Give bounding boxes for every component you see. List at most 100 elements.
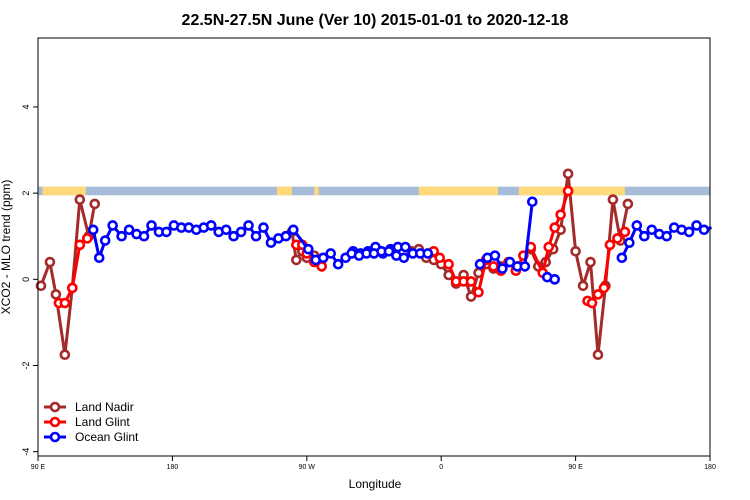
data-point bbox=[291, 254, 302, 266]
data-point bbox=[619, 226, 631, 238]
data-point bbox=[288, 224, 299, 236]
data-point bbox=[99, 235, 111, 246]
x-axis-label: Longitude bbox=[349, 477, 402, 491]
data-point bbox=[489, 250, 501, 261]
data-point bbox=[302, 243, 314, 255]
y-tick-label: -4 bbox=[21, 448, 31, 456]
data-point bbox=[562, 168, 574, 180]
data-point bbox=[504, 256, 516, 268]
data-point bbox=[280, 230, 292, 242]
data-point bbox=[87, 224, 99, 236]
y-axis: -4 -2 0 2 4 bbox=[21, 104, 38, 456]
data-point bbox=[434, 252, 446, 264]
land-strip-segment-1 bbox=[276, 186, 292, 196]
data-point bbox=[35, 280, 47, 292]
data-point bbox=[422, 248, 434, 259]
y-tick-label: 4 bbox=[21, 104, 31, 109]
data-point bbox=[638, 230, 650, 242]
x-tick-label: 90 E bbox=[568, 464, 583, 471]
data-point bbox=[624, 237, 635, 248]
data-point bbox=[59, 297, 71, 309]
data-point bbox=[549, 274, 560, 285]
data-point bbox=[89, 198, 101, 210]
data-point bbox=[592, 289, 604, 300]
data-point bbox=[243, 220, 254, 231]
data-point bbox=[400, 241, 411, 253]
data-point bbox=[543, 241, 555, 253]
data-point bbox=[683, 226, 695, 238]
data-point bbox=[526, 196, 538, 208]
data-point bbox=[93, 252, 105, 264]
data-point bbox=[488, 261, 499, 272]
legend-marker bbox=[49, 401, 61, 413]
data-point bbox=[258, 222, 269, 233]
x-axis: 90 E 180 90 W 0 90 E 180 bbox=[31, 456, 716, 471]
series-land-glint bbox=[53, 185, 631, 309]
data-point bbox=[474, 258, 486, 270]
y-tick-label: -2 bbox=[21, 361, 31, 369]
data-point bbox=[622, 198, 634, 210]
data-point bbox=[161, 226, 172, 238]
legend-label: Land Nadir bbox=[75, 400, 134, 414]
x-tick-label: 90 E bbox=[31, 464, 46, 471]
data-point bbox=[123, 224, 135, 236]
data-point bbox=[81, 233, 93, 244]
land-strip-segment-0 bbox=[42, 186, 86, 196]
surface-type-strip bbox=[38, 186, 710, 196]
data-point bbox=[646, 224, 658, 236]
data-point bbox=[519, 261, 531, 272]
data-point bbox=[607, 194, 619, 205]
data-point bbox=[465, 291, 477, 302]
data-point bbox=[598, 282, 610, 294]
x-tick-label: 90 W bbox=[299, 464, 316, 471]
series-line-0-0 bbox=[39, 198, 97, 357]
legend-label: Land Glint bbox=[75, 415, 130, 429]
data-point bbox=[592, 349, 604, 361]
legend-label: Ocean Glint bbox=[75, 430, 139, 444]
data-point bbox=[332, 258, 344, 270]
data-point bbox=[612, 233, 623, 244]
data-point bbox=[44, 256, 56, 268]
ocean-strip bbox=[38, 186, 710, 196]
plot-frame bbox=[37, 37, 711, 457]
data-point bbox=[250, 230, 262, 242]
legend-marker bbox=[49, 416, 61, 428]
data-point bbox=[698, 224, 710, 236]
data-point bbox=[138, 230, 150, 242]
land-strip-segment-3 bbox=[418, 186, 498, 196]
data-point bbox=[473, 286, 484, 298]
data-point bbox=[59, 349, 71, 361]
data-point bbox=[50, 289, 62, 300]
data-point bbox=[555, 209, 566, 220]
data-point bbox=[116, 230, 127, 242]
legend-marker bbox=[49, 431, 61, 443]
chart-title: 22.5N-27.5N June (Ver 10) 2015-01-01 to … bbox=[182, 12, 569, 29]
data-point bbox=[74, 239, 86, 251]
x-tick-label: 0 bbox=[439, 464, 443, 471]
data-point bbox=[577, 280, 589, 292]
data-point bbox=[235, 226, 247, 238]
data-point bbox=[631, 220, 643, 231]
y-tick-label: 0 bbox=[21, 277, 31, 282]
land-strip-segment-2 bbox=[314, 186, 319, 196]
data-point bbox=[205, 220, 217, 231]
data-point bbox=[398, 252, 410, 264]
data-point bbox=[691, 220, 702, 231]
data-point bbox=[570, 246, 581, 257]
y-axis-label: XCO2 - MLO trend (ppm) bbox=[0, 180, 13, 315]
data-point bbox=[220, 224, 232, 236]
data-point bbox=[497, 263, 508, 274]
data-point bbox=[616, 252, 628, 264]
data-point bbox=[443, 258, 454, 270]
data-point bbox=[265, 237, 277, 248]
data-point bbox=[549, 222, 560, 233]
data-point bbox=[325, 248, 336, 259]
data-point bbox=[74, 194, 86, 205]
x-tick-label: 180 bbox=[167, 464, 179, 471]
data-point bbox=[585, 256, 596, 268]
y-tick-label: 2 bbox=[21, 191, 31, 196]
series-layer bbox=[35, 168, 712, 361]
data-point bbox=[146, 220, 157, 231]
